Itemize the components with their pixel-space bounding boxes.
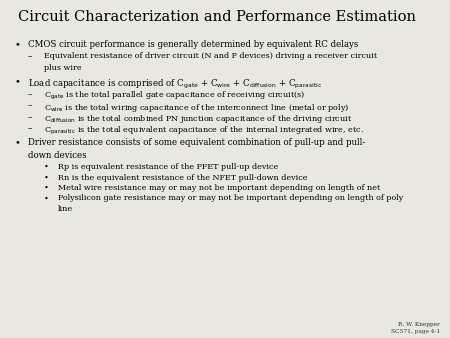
Text: •: • <box>44 163 49 171</box>
Text: Metal wire resistance may or may not be important depending on length of net: Metal wire resistance may or may not be … <box>58 184 380 192</box>
Text: •: • <box>44 173 49 182</box>
Text: –: – <box>28 52 32 62</box>
Text: –: – <box>28 124 32 134</box>
Text: •: • <box>44 194 49 202</box>
Text: Rn is the equivalent resistance of the NFET pull-down device: Rn is the equivalent resistance of the N… <box>58 173 307 182</box>
Text: Driver resistance consists of some equivalent combination of pull-up and pull-: Driver resistance consists of some equiv… <box>28 138 365 147</box>
Text: C$_{\rm parasitic}$ is the total equivalent capacitance of the internal integrat: C$_{\rm parasitic}$ is the total equival… <box>44 124 364 137</box>
Text: C$_{\rm gate}$ is the total parallel gate capacitance of receiving circuit(s): C$_{\rm gate}$ is the total parallel gat… <box>44 90 305 102</box>
Text: –: – <box>28 90 32 99</box>
Text: R. W. Knepper
SC571, page 4-1: R. W. Knepper SC571, page 4-1 <box>391 322 440 334</box>
Text: –: – <box>28 113 32 122</box>
Text: down devices: down devices <box>28 150 86 160</box>
Text: Rp is equivalent resistance of the PFET pull-up device: Rp is equivalent resistance of the PFET … <box>58 163 278 171</box>
Text: C$_{\rm wire}$ is the total wiring capacitance of the interconnect line (metal o: C$_{\rm wire}$ is the total wiring capac… <box>44 101 349 114</box>
Text: CMOS circuit performance is generally determined by equivalent RC delays: CMOS circuit performance is generally de… <box>28 40 358 49</box>
Text: •: • <box>14 138 20 147</box>
Text: •: • <box>14 77 20 87</box>
Text: •: • <box>14 40 20 49</box>
Text: Circuit Characterization and Performance Estimation: Circuit Characterization and Performance… <box>18 10 416 24</box>
Text: Polysilicon gate resistance may or may not be important depending on length of p: Polysilicon gate resistance may or may n… <box>58 194 403 202</box>
Text: plus wire: plus wire <box>44 64 81 72</box>
Text: C$_{\rm diffusion}$ is the total combined PN junction capacitance of the driving: C$_{\rm diffusion}$ is the total combine… <box>44 113 352 125</box>
Text: •: • <box>44 184 49 192</box>
Text: Load capacitance is comprised of C$_{\rm gate}$ + C$_{\rm wire}$ + C$_{\rm diffu: Load capacitance is comprised of C$_{\rm… <box>28 77 322 91</box>
Text: line: line <box>58 205 73 213</box>
Text: –: – <box>28 101 32 111</box>
Text: Equivalent resistance of driver circuit (N and P devices) driving a receiver cir: Equivalent resistance of driver circuit … <box>44 52 377 61</box>
